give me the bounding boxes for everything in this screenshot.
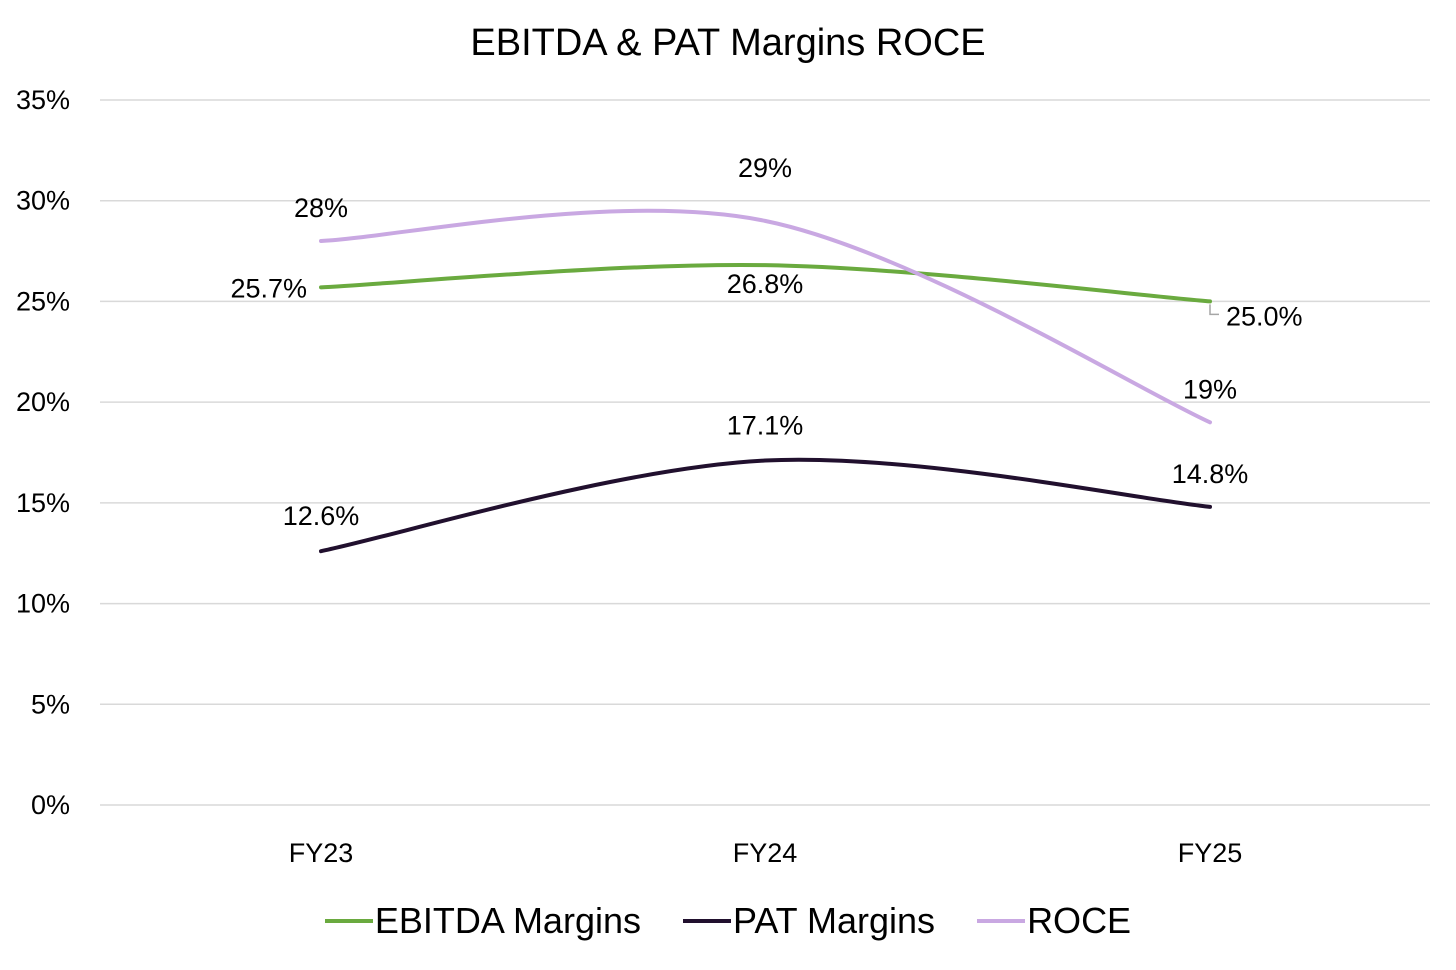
legend-label-roce: ROCE bbox=[1027, 900, 1132, 941]
y-tick-label: 5% bbox=[31, 689, 70, 719]
y-tick-label: 0% bbox=[31, 790, 70, 820]
data-label-ebitda: 25.7% bbox=[230, 273, 307, 303]
y-tick-label: 20% bbox=[16, 387, 70, 417]
series-line-roce bbox=[319, 208, 1212, 425]
data-label-leader-line bbox=[1209, 304, 1219, 316]
legend-swatch-roce bbox=[977, 919, 1026, 923]
x-tick-label: FY23 bbox=[289, 838, 354, 868]
data-label-pat: 14.8% bbox=[1172, 459, 1249, 489]
y-tick-label: 30% bbox=[16, 186, 70, 216]
legend-swatch-ebitda bbox=[324, 919, 373, 923]
legend-item-roce: ROCE bbox=[977, 900, 1131, 942]
data-label-pat: 17.1% bbox=[727, 411, 804, 441]
legend-label-pat: PAT Margins bbox=[733, 900, 936, 941]
y-tick-label: 25% bbox=[16, 286, 70, 316]
legend: EBITDA Margins PAT Margins ROCE bbox=[0, 900, 1456, 942]
series-line-pat bbox=[319, 457, 1212, 554]
y-tick-label: 10% bbox=[16, 589, 70, 619]
data-label-pat: 12.6% bbox=[283, 501, 360, 531]
data-label-ebitda: 26.8% bbox=[727, 269, 804, 299]
data-label-roce: 28% bbox=[294, 193, 348, 223]
data-label-roce: 19% bbox=[1183, 374, 1237, 404]
legend-item-ebitda: EBITDA Margins bbox=[324, 900, 641, 942]
x-tick-label: FY25 bbox=[1178, 838, 1243, 868]
data-label-roce: 29% bbox=[738, 153, 792, 183]
y-tick-label: 15% bbox=[16, 488, 70, 518]
x-tick-label: FY24 bbox=[733, 838, 798, 868]
data-label-ebitda: 25.0% bbox=[1226, 301, 1303, 331]
series-line-ebitda bbox=[319, 262, 1212, 304]
y-tick-label: 35% bbox=[16, 85, 70, 115]
legend-label-ebitda: EBITDA Margins bbox=[374, 900, 641, 941]
legend-item-pat: PAT Margins bbox=[683, 900, 935, 942]
chart-title: EBITDA & PAT Margins ROCE bbox=[470, 22, 986, 64]
legend-swatch-pat bbox=[683, 919, 731, 923]
